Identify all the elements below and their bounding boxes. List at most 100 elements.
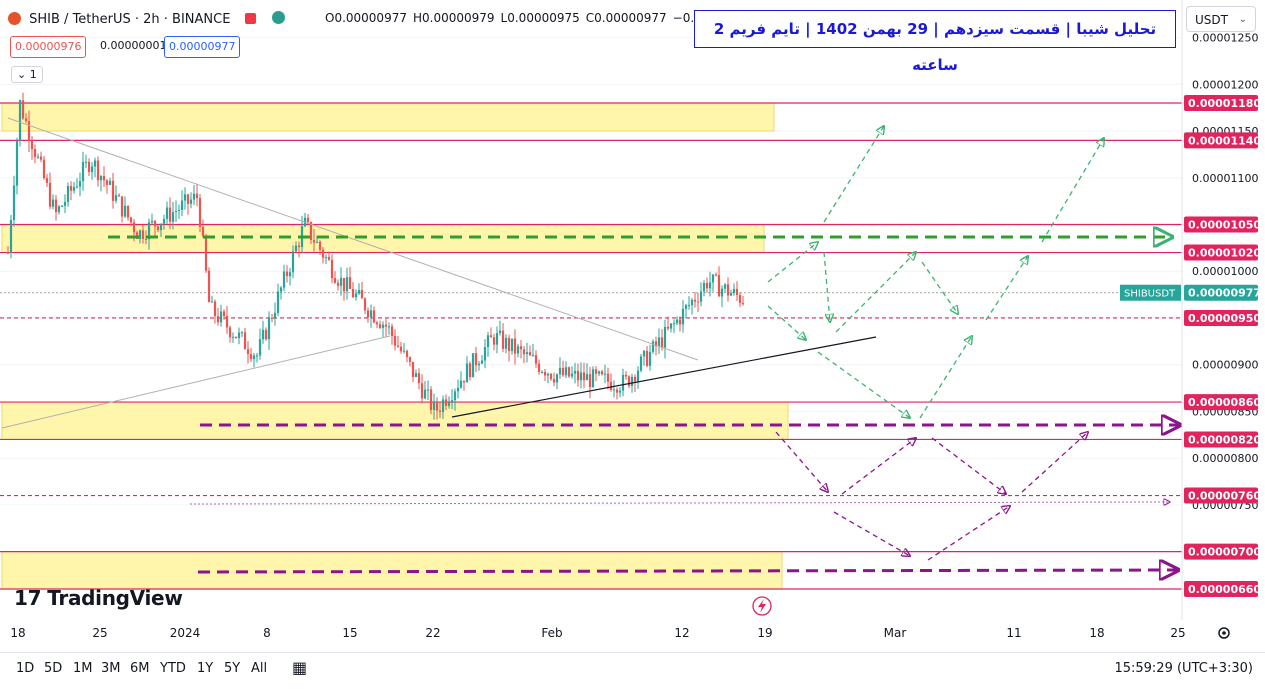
candle-body [666, 326, 670, 329]
candle-body [267, 317, 271, 340]
candle-body [597, 371, 601, 374]
candle-body [531, 355, 535, 357]
symbol-logo-icon [8, 12, 21, 25]
range-5d[interactable]: 5D [44, 661, 63, 676]
candle-body [183, 194, 187, 201]
candle-body [732, 288, 736, 294]
candle-body [450, 400, 454, 403]
bottom-toolbar: 1D 5D 1M 3M 6M YTD 1Y 5Y All ▦ 15:59:29 … [0, 652, 1265, 689]
symbol-header[interactable]: SHIB / TetherUS · 2h · BINANCE [8, 11, 285, 27]
price-chart[interactable]: 0.000012500.000012000.000011500.00001100… [0, 0, 1265, 652]
x-tick-label: 18 [10, 626, 25, 640]
candle-body [378, 324, 382, 328]
y-tick-label: 0.00001000 [1192, 265, 1258, 278]
candle-body [555, 374, 559, 383]
tv-logo-text: TradingView [47, 586, 183, 610]
candle-body [180, 200, 184, 211]
candle-body [126, 205, 130, 218]
candle-body [138, 230, 142, 240]
range-1d[interactable]: 1D [16, 661, 35, 676]
range-3m[interactable]: 3M [101, 661, 121, 676]
range-ytd[interactable]: YTD [160, 661, 186, 676]
ohlc-close: C0.00000977 [585, 11, 667, 25]
candle-body [159, 223, 163, 231]
bid-price-box[interactable]: 0.00000976 [10, 36, 87, 58]
candle-body [741, 302, 745, 305]
clock-readout[interactable]: 15:59:29 (UTC+3:30) [1114, 661, 1253, 676]
candle-body [567, 367, 571, 377]
calendar-range-icon[interactable]: ▦ [292, 658, 308, 677]
analysis-title: تحلیل شیبا | قسمت سیزدهم | 29 بهمن 1402 … [694, 10, 1176, 74]
candle-body [660, 337, 664, 348]
candle-body [66, 185, 70, 202]
candle-body [651, 341, 655, 352]
level-badge-label: 0.00000950 [1188, 312, 1261, 325]
candle-body [483, 347, 487, 361]
range-1m[interactable]: 1M [73, 661, 93, 676]
indicator-count: 1 [29, 68, 37, 81]
tv-logo-icon: 17 [14, 586, 42, 610]
candle-body [411, 361, 415, 377]
y-tick-label: 0.00000800 [1192, 452, 1258, 465]
candle-body [297, 245, 301, 248]
candle-body [501, 330, 505, 349]
candle-body [540, 372, 544, 374]
candle-body [621, 374, 625, 391]
candle-body [693, 299, 697, 302]
candle-body [63, 201, 67, 206]
candle-body [189, 199, 193, 204]
candle-body [312, 240, 316, 243]
candle-body [396, 345, 400, 347]
candle-body [171, 212, 175, 222]
candle-body [321, 249, 325, 258]
candle-body [699, 291, 703, 302]
range-6m[interactable]: 6M [130, 661, 150, 676]
candle-body [681, 308, 685, 325]
candle-body [714, 274, 718, 276]
candle-body [654, 341, 658, 347]
candle-body [129, 217, 133, 223]
triangle-lower-line [1, 335, 391, 429]
candle-body [117, 195, 121, 197]
candle-body [432, 401, 436, 410]
candle-body [42, 159, 46, 179]
x-tick-label: 2024 [170, 626, 201, 640]
candle-body [441, 399, 445, 412]
candle-body [546, 373, 550, 376]
candle-body [102, 176, 106, 181]
candle-body [492, 337, 496, 345]
price-axis[interactable]: 0.000012500.000012000.000011500.00001100… [1120, 0, 1261, 620]
x-tick-label: 12 [674, 626, 689, 640]
candle-body [249, 354, 253, 360]
settings-gear-icon[interactable] [1218, 627, 1230, 639]
time-axis[interactable]: 18 25 2024 8 15 22 Feb 12 19 Mar 11 18 25 [10, 626, 1185, 640]
range-1y[interactable]: 1Y [197, 661, 214, 676]
lightning-icon[interactable] [752, 596, 772, 616]
range-5y[interactable]: 5Y [224, 661, 241, 676]
last-price-label: 0.00000977 [1188, 287, 1261, 300]
x-tick-label: 18 [1089, 626, 1104, 640]
candle-body [486, 335, 490, 348]
candle-body [423, 389, 427, 399]
candle-body [336, 282, 340, 286]
indicator-toggle[interactable]: ⌄ 1 [11, 66, 43, 83]
candle-body [177, 210, 181, 212]
symbol-badge [1120, 284, 1181, 301]
level-badge [1184, 244, 1258, 261]
candle-body [606, 373, 610, 382]
eye-icon[interactable] [271, 11, 285, 24]
ask-price-box[interactable]: 0.00000977 [164, 36, 241, 58]
currency-select[interactable]: USDT ⌄ [1186, 6, 1256, 32]
candle-body [534, 355, 538, 364]
support-dashed-line-680 [197, 570, 1178, 572]
candle-body [255, 355, 259, 357]
candlestick-series [6, 92, 745, 420]
range-all[interactable]: All [251, 661, 268, 676]
candle-body [15, 140, 19, 186]
candle-body [507, 337, 511, 352]
candle-body [585, 374, 589, 381]
candle-body [615, 389, 619, 393]
candle-body [525, 352, 529, 355]
candle-body [96, 160, 100, 181]
candle-body [18, 100, 22, 141]
